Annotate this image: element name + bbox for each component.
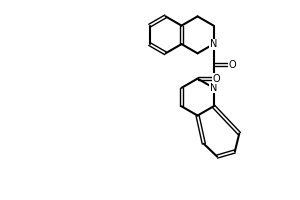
Text: O: O (212, 74, 220, 84)
Text: O: O (229, 60, 236, 70)
Text: N: N (210, 83, 217, 93)
Text: N: N (210, 39, 217, 49)
